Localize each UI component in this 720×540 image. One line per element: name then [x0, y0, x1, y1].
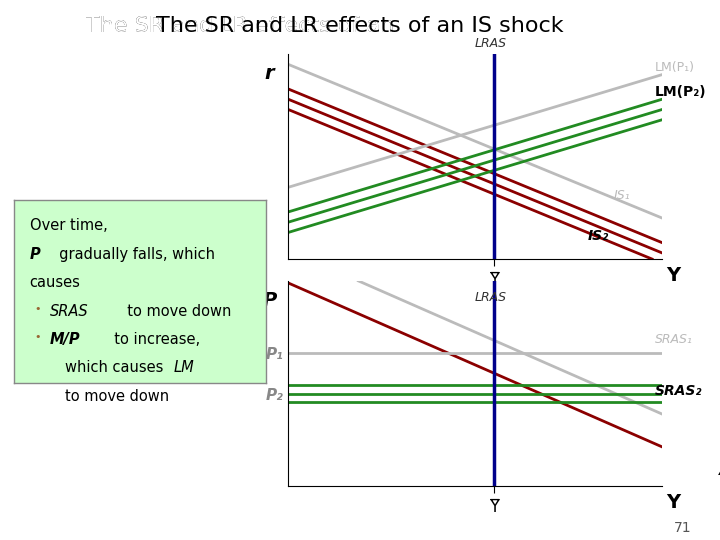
- Text: The SR and LR effects of an IS shock: The SR and LR effects of an IS shock: [156, 16, 564, 36]
- Text: P: P: [262, 291, 276, 310]
- Text: IS₁: IS₁: [613, 188, 630, 201]
- Text: The SR and LR effects of an: The SR and LR effects of an: [86, 16, 402, 36]
- Text: The SR and LR effects of an: The SR and LR effects of an: [86, 16, 402, 36]
- Text: M/P: M/P: [50, 332, 81, 347]
- Text: P: P: [30, 247, 40, 261]
- Text: LM(P₁): LM(P₁): [655, 61, 695, 74]
- Text: to increase,: to increase,: [105, 332, 200, 347]
- Text: r: r: [264, 64, 274, 83]
- Text: Y: Y: [667, 266, 680, 285]
- Text: to move down: to move down: [117, 303, 231, 319]
- Text: Y: Y: [667, 493, 680, 512]
- Text: to move down: to move down: [65, 389, 169, 404]
- Text: SRAS: SRAS: [50, 303, 89, 319]
- Text: causes: causes: [30, 275, 81, 290]
- Text: 71: 71: [674, 521, 691, 535]
- Text: gradually falls, which: gradually falls, which: [50, 247, 215, 261]
- Text: LM(P₂): LM(P₂): [655, 85, 706, 99]
- Text: •: •: [35, 332, 41, 342]
- Text: which causes: which causes: [65, 361, 168, 375]
- Text: IS₂: IS₂: [588, 230, 609, 244]
- Text: LRAS: LRAS: [474, 37, 506, 50]
- Text: •: •: [35, 303, 41, 314]
- Text: AD₂: AD₂: [719, 464, 720, 478]
- Text: LRAS: LRAS: [474, 291, 506, 304]
- Text: LM: LM: [173, 361, 194, 375]
- Text: Over time,: Over time,: [30, 218, 107, 233]
- Text: SRAS₂: SRAS₂: [655, 383, 703, 397]
- Text: SRAS₁: SRAS₁: [655, 334, 693, 347]
